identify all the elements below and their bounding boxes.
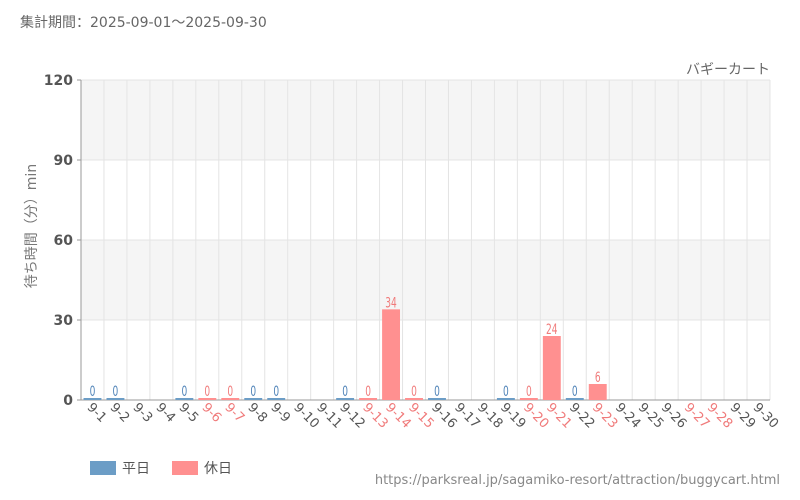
x-tick-label: 9-8 bbox=[244, 400, 270, 426]
value-label: 0 bbox=[342, 383, 348, 399]
legend-item-holiday: 休日 bbox=[172, 458, 232, 478]
weekday-bar bbox=[336, 398, 355, 400]
value-label: 0 bbox=[411, 383, 417, 399]
value-label: 0 bbox=[503, 383, 509, 399]
y-tick-label: 30 bbox=[54, 313, 74, 329]
legend-item-weekday: 平日 bbox=[90, 458, 150, 478]
x-tick-label: 9-1 bbox=[84, 400, 110, 426]
x-tick-label: 9-6 bbox=[198, 400, 224, 426]
value-label: 0 bbox=[181, 383, 187, 399]
y-tick-label: 90 bbox=[54, 153, 74, 169]
y-tick-label: 60 bbox=[54, 233, 74, 249]
x-tick-label: 9-5 bbox=[176, 400, 202, 426]
holiday-bar bbox=[359, 398, 378, 400]
holiday-bar bbox=[542, 336, 561, 400]
holiday-bar bbox=[221, 398, 240, 400]
value-label: 0 bbox=[204, 383, 210, 399]
x-tick-label: 9-4 bbox=[153, 400, 179, 426]
holiday-bar bbox=[519, 398, 538, 400]
bars bbox=[83, 309, 607, 400]
y-axis-label: 待ち時間（分）min bbox=[24, 164, 40, 288]
value-label: 24 bbox=[546, 321, 558, 337]
weekday-bar bbox=[83, 398, 102, 400]
weekday-bar bbox=[244, 398, 263, 400]
weekday-bar bbox=[106, 398, 125, 400]
source-url: https://parksreal.jp/sagamiko-resort/att… bbox=[374, 473, 780, 488]
x-tick-label: 9-9 bbox=[267, 400, 293, 426]
value-label: 0 bbox=[250, 383, 256, 399]
holiday-swatch bbox=[172, 461, 198, 475]
chart-title: バギーカート bbox=[686, 62, 770, 78]
value-label: 0 bbox=[434, 383, 440, 399]
value-label: 0 bbox=[227, 383, 233, 399]
x-tick-label: 9-10 bbox=[290, 400, 321, 431]
legend-holiday-label: 休日 bbox=[204, 461, 232, 477]
value-label: 0 bbox=[526, 383, 532, 399]
value-labels: 0 0 0 0 0 0 0 0 0 34 0 0 0 0 24 0 6 bbox=[90, 295, 601, 400]
holiday-bar bbox=[382, 309, 401, 400]
weekday-swatch bbox=[90, 461, 116, 475]
x-tick-label: 9-3 bbox=[130, 400, 156, 426]
y-tick-labels: 0 30 60 90 120 bbox=[44, 73, 81, 409]
legend-weekday-label: 平日 bbox=[122, 461, 150, 477]
holiday-bar bbox=[198, 398, 217, 400]
weekday-bar bbox=[428, 398, 446, 400]
y-tick-label: 0 bbox=[63, 393, 73, 409]
legend: 平日 休日 bbox=[90, 458, 232, 478]
weekday-bar bbox=[267, 398, 286, 400]
x-tick-labels: 9-19-29-39-49-59-69-79-89-99-109-119-129… bbox=[84, 400, 782, 431]
value-label: 34 bbox=[385, 295, 397, 311]
value-label: 0 bbox=[273, 383, 279, 399]
period-label: 集計期間：2025-09-01～2025-09-30 bbox=[20, 15, 267, 31]
x-tick-label: 9-7 bbox=[221, 400, 247, 426]
value-label: 0 bbox=[113, 383, 119, 399]
value-label: 0 bbox=[572, 383, 578, 399]
value-label: 0 bbox=[90, 383, 96, 399]
holiday-bar bbox=[588, 384, 607, 400]
value-label: 6 bbox=[595, 369, 601, 385]
x-tick-label: 9-2 bbox=[107, 400, 133, 426]
weekday-bar bbox=[175, 398, 194, 400]
holiday-bar bbox=[405, 398, 423, 400]
y-tick-label: 120 bbox=[44, 73, 73, 89]
value-label: 0 bbox=[365, 383, 371, 399]
weekday-bar bbox=[565, 398, 584, 400]
weekday-bar bbox=[496, 398, 515, 400]
